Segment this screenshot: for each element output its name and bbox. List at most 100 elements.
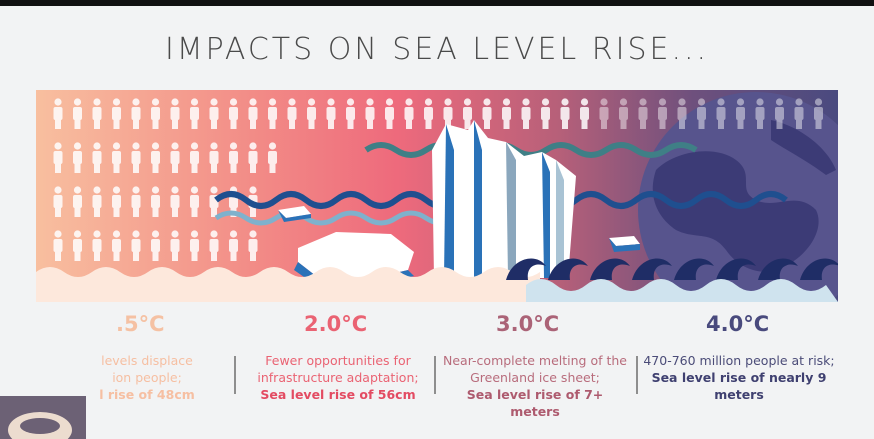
- description-line: infrastructure adaptation;: [257, 370, 419, 385]
- person-icon: [443, 98, 453, 129]
- person-icon: [209, 142, 219, 173]
- person-icon: [73, 230, 82, 261]
- person-icon: [112, 186, 121, 217]
- person-icon: [346, 98, 355, 129]
- scenario-description-1: levels displace ion people; l rise of 48…: [60, 352, 234, 403]
- person-icon: [170, 230, 180, 261]
- person-icon: [677, 98, 687, 129]
- person-icon: [658, 98, 667, 129]
- person-icon: [229, 230, 238, 261]
- person-icon: [190, 230, 199, 261]
- ice-floe-icon: [609, 236, 640, 252]
- person-icon: [112, 98, 121, 129]
- person-icon: [580, 98, 589, 129]
- person-icon: [131, 186, 141, 217]
- person-icon: [92, 186, 102, 217]
- person-icon: [190, 98, 199, 129]
- description-line: levels displace: [101, 353, 193, 368]
- description-emphasis: Sea level rise of 56cm: [260, 387, 416, 402]
- population-grid: [53, 98, 823, 261]
- person-icon: [775, 98, 784, 129]
- thumbnail-graphic: [8, 412, 72, 439]
- description-line: Fewer opportunities for: [265, 353, 411, 368]
- person-icon: [463, 98, 472, 129]
- person-icon: [209, 98, 219, 129]
- iceberg-icon: [432, 120, 576, 278]
- person-icon: [73, 98, 82, 129]
- person-icon: [521, 98, 531, 129]
- person-icon: [131, 142, 141, 173]
- divider: [434, 356, 436, 394]
- temp-label-4: 4.0°C: [706, 312, 770, 336]
- wave-band-light: [214, 210, 458, 226]
- person-icon: [794, 98, 804, 129]
- person-icon: [697, 98, 706, 129]
- scenario-description-4: 470-760 million people at risk; Sea leve…: [640, 352, 838, 403]
- page-title: IMPACTS ON SEA LEVEL RISE...: [164, 32, 710, 67]
- person-icon: [268, 142, 277, 173]
- person-icon: [92, 142, 102, 173]
- person-icon: [268, 98, 277, 129]
- top-bar: [0, 0, 874, 6]
- person-icon: [92, 98, 102, 129]
- person-icon: [209, 230, 219, 261]
- person-icon: [248, 98, 258, 129]
- person-icon: [287, 98, 297, 129]
- wave-curl: [632, 258, 672, 280]
- description-emphasis: l rise of 48cm: [99, 387, 195, 402]
- wave-curl: [590, 258, 630, 280]
- wave-curl: [674, 258, 714, 280]
- temp-label-3: 3.0°C: [496, 312, 560, 336]
- person-icon: [229, 98, 238, 129]
- description-emphasis: Sea level rise of 7+ meters: [466, 387, 604, 419]
- person-icon: [541, 98, 550, 129]
- person-icon: [736, 98, 745, 129]
- person-icon: [170, 186, 180, 217]
- person-icon: [53, 230, 63, 261]
- person-icon: [365, 98, 375, 129]
- person-icon: [755, 98, 765, 129]
- person-icon: [73, 142, 82, 173]
- wave-curl: [548, 258, 588, 280]
- description-line: ion people;: [112, 370, 182, 385]
- wave-curl: [506, 258, 546, 280]
- wave-curl: [716, 258, 756, 280]
- person-icon: [112, 230, 121, 261]
- scenario-description-3: Near-complete melting of the Greenland i…: [440, 352, 630, 420]
- temp-label-2: 2.0°C: [304, 312, 368, 336]
- person-icon: [385, 98, 394, 129]
- person-icon: [151, 98, 160, 129]
- person-icon: [92, 230, 102, 261]
- wave-icon: [526, 279, 838, 302]
- person-icon: [151, 142, 160, 173]
- description-line: Near-complete melting of the: [443, 353, 627, 368]
- person-icon: [112, 142, 121, 173]
- person-icon: [170, 98, 180, 129]
- wave-icon: [36, 267, 540, 302]
- person-icon: [131, 230, 141, 261]
- wave-curl: [800, 258, 838, 280]
- person-icon: [190, 186, 199, 217]
- person-icon: [131, 98, 141, 129]
- person-icon: [151, 186, 160, 217]
- corner-thumbnail: [0, 396, 86, 439]
- divider: [636, 356, 638, 394]
- person-icon: [424, 98, 433, 129]
- person-icon: [638, 98, 648, 129]
- person-icon: [307, 98, 316, 129]
- description-line: Greenland ice sheet;: [470, 370, 600, 385]
- person-icon: [151, 230, 160, 261]
- person-icon: [326, 98, 336, 129]
- person-icon: [190, 142, 199, 173]
- person-icon: [53, 142, 63, 173]
- description-emphasis: Sea level rise of nearly 9 meters: [651, 370, 827, 402]
- ice-floe-icon: [278, 206, 311, 222]
- scenario-description-2: Fewer opportunities for infrastructure a…: [248, 352, 428, 403]
- divider: [234, 356, 236, 394]
- person-icon: [53, 186, 63, 217]
- wave-icon: [506, 258, 838, 280]
- person-icon: [248, 142, 258, 173]
- person-icon: [404, 98, 414, 129]
- temp-label-1: .5°C: [116, 312, 165, 336]
- person-icon: [73, 186, 82, 217]
